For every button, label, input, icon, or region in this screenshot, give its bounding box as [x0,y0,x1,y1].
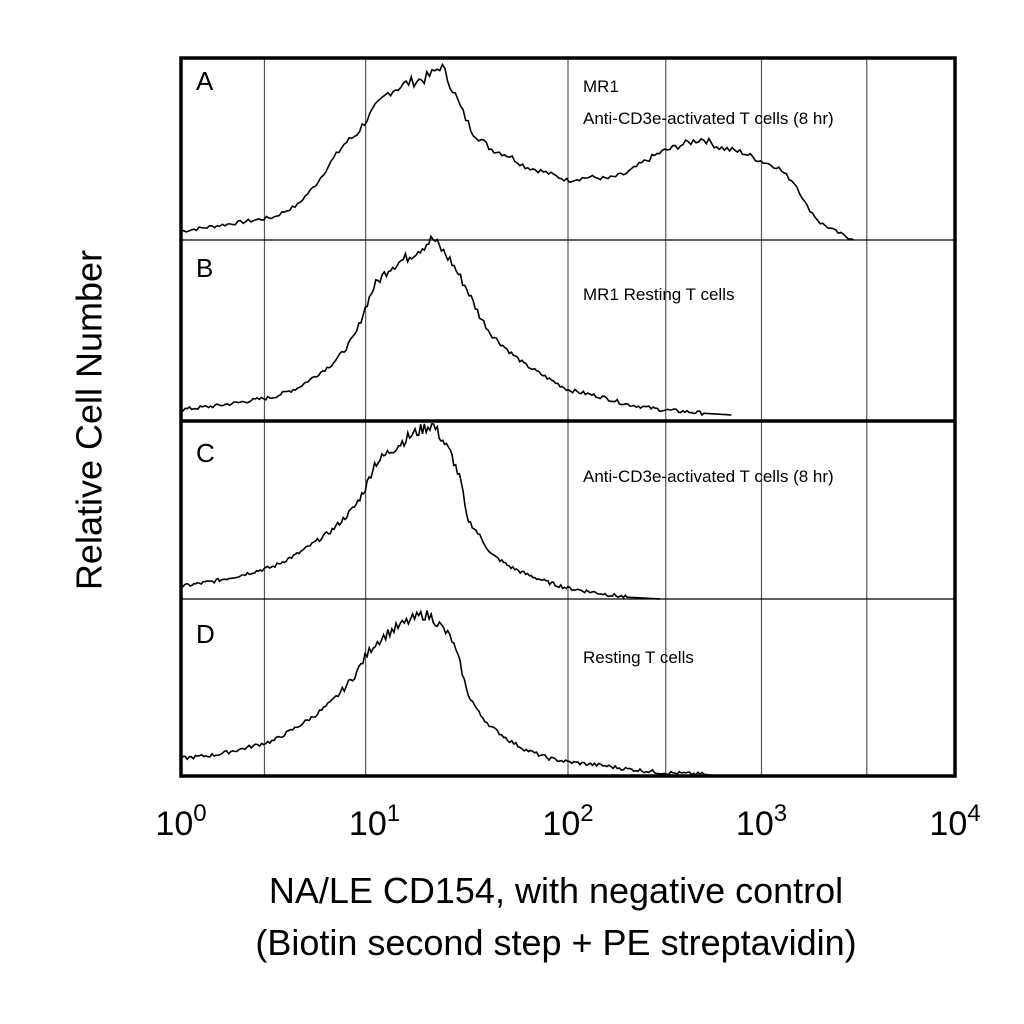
x-tick-label-1: 101 [349,800,400,843]
panel-letter-c: C [196,438,215,468]
panel-letter-a: A [196,66,214,96]
grid-lines [263,58,868,776]
x-axis-title-line1: NA/LE CD154, with negative control [269,870,843,911]
histogram-curve-d [180,609,719,777]
panel-note-c-0: Anti-CD3e-activated T cells (8 hr) [583,467,834,486]
panel-labels: A MR1 Anti-CD3e-activated T cells (8 hr) B M… [196,66,834,667]
panel-letter-d: D [196,619,215,649]
x-tick-label-4: 104 [929,800,980,843]
panel-note-a-0: MR1 [583,77,619,96]
x-axis-title-line2: (Biotin second step + PE streptavidin) [255,922,856,963]
histogram-curves [180,62,855,777]
panel-note-d-0: Resting T cells [583,648,694,667]
plot-frame [179,56,957,778]
histogram-curve-b [180,234,732,417]
histogram-curve-a [180,62,855,241]
x-tick-label-0: 100 [155,800,206,843]
y-axis-title: Relative Cell Number [69,250,110,590]
panel-letter-b: B [196,253,213,283]
x-tick-labels: 100 101 102 103 104 [155,800,980,843]
x-tick-label-2: 102 [542,800,593,843]
x-tick-label-3: 103 [736,800,787,843]
panel-note-a-1: Anti-CD3e-activated T cells (8 hr) [583,109,834,128]
histogram-curve-c [180,423,661,600]
panel-note-b-0: MR1 Resting T cells [583,285,734,304]
